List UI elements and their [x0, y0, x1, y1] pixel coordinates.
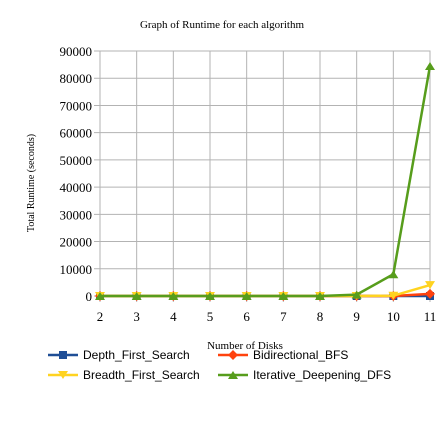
x-tick-label: 10: [387, 309, 400, 324]
y-tick-label: 90000: [60, 44, 93, 59]
x-tick-label: 11: [424, 309, 437, 324]
legend-item-iterative-deepening-dfs: Iterative_Deepening_DFS: [218, 368, 391, 382]
x-tick-label: 4: [170, 309, 177, 324]
series-line-iterative-deepening-dfs: [100, 65, 432, 298]
y-tick-label: 70000: [60, 98, 93, 113]
grid-lines: [94, 50, 431, 302]
data-point-iterative-deepening-dfs: [168, 292, 179, 300]
x-tick-label: 3: [133, 309, 140, 324]
series-line-breadth-first-search: [100, 283, 431, 298]
y-tick-label: 20000: [60, 235, 93, 250]
legend-marker-breadth-first-search: [58, 371, 68, 379]
legend-label-iterative-deepening-dfs: Iterative_Deepening_DFS: [253, 368, 391, 382]
tick-labels: 0 10000 20000 30000 40000 50000 60000 70000 8000…: [60, 44, 437, 324]
data-point-iterative-deepening-dfs: [278, 292, 289, 300]
y-tick-label: 80000: [60, 71, 93, 86]
legend-label-bidirectional-bfs: Bidirectional_BFS: [253, 348, 348, 362]
data-point-breadth-first-search: [388, 291, 399, 300]
legend-marker-iterative-deepening-dfs: [228, 371, 238, 379]
x-tick-label: 2: [97, 309, 104, 324]
data-point-iterative-deepening-dfs: [388, 270, 399, 279]
y-tick-label: 0: [86, 289, 93, 304]
legend-item-depth-first-search: Depth_First_Search: [48, 348, 190, 362]
x-tick-label: 5: [207, 309, 214, 324]
data-point-iterative-deepening-dfs: [241, 292, 252, 300]
plot-frame: [99, 50, 431, 297]
chart-title: Graph of Runtime for each algorithm: [140, 19, 304, 31]
legend-marker-bidirectional-bfs: [228, 350, 238, 360]
plot-area: [95, 61, 435, 301]
legend: Depth_First_Search Bidirectional_BFS Bread…: [48, 348, 391, 382]
legend-label-depth-first-search: Depth_First_Search: [83, 348, 190, 362]
data-point-bidirectional-bfs: [425, 288, 435, 299]
legend-marker-depth-first-search: [59, 351, 67, 359]
y-tick-label: 40000: [60, 180, 93, 195]
data-point-iterative-deepening-dfs: [205, 292, 215, 300]
data-point-iterative-deepening-dfs: [351, 290, 362, 299]
y-axis-label: Total Runtime (seconds): [26, 134, 37, 232]
y-tick-label: 10000: [60, 262, 93, 277]
x-tick-label: 6: [243, 309, 250, 324]
legend-label-breadth-first-search: Breadth_First_Search: [83, 368, 200, 382]
legend-item-breadth-first-search: Breadth_First_Search: [48, 368, 200, 382]
legend-item-bidirectional-bfs: Bidirectional_BFS: [218, 348, 348, 362]
y-tick-label: 30000: [60, 207, 93, 222]
x-tick-label: 9: [353, 309, 360, 324]
y-tick-label: 60000: [60, 126, 93, 141]
x-axis-label: Number of Disks: [207, 340, 283, 352]
series-iterative-deepening-dfs: [95, 61, 435, 300]
data-point-iterative-deepening-dfs: [425, 61, 435, 70]
x-tick-label: 7: [280, 309, 287, 324]
data-point-iterative-deepening-dfs: [95, 292, 105, 300]
x-tick-label: 8: [317, 309, 324, 324]
y-tick-label: 50000: [60, 153, 93, 168]
data-point-breadth-first-search: [425, 281, 435, 290]
data-point-iterative-deepening-dfs: [315, 292, 325, 300]
data-point-iterative-deepening-dfs: [131, 292, 142, 300]
